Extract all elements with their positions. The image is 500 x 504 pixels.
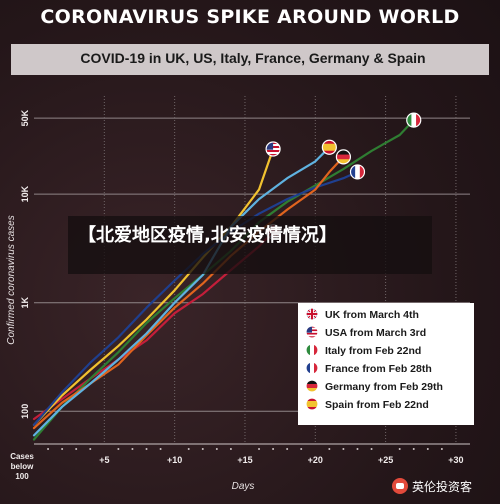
series-line-usa (32, 147, 275, 426)
france-flag-icon (349, 164, 366, 180)
y-tick-label: 1K (20, 296, 30, 308)
main-title: CORONAVIRUS SPIKE AROUND WORLD (40, 6, 460, 28)
chart-subtitle: COVID-19 in UK, US, Italy, France, Germa… (80, 50, 426, 66)
x-origin-label: Cases (10, 452, 34, 461)
x-minor-tick (286, 448, 289, 450)
legend-entry-uk: UK from March 4th (325, 309, 419, 321)
watermark-text: 英伦投资客 (412, 479, 473, 494)
italy-flag-icon (406, 112, 422, 128)
x-origin-label: 100 (15, 472, 29, 481)
x-minor-tick (229, 448, 232, 450)
germany-flag-icon (305, 379, 319, 393)
x-axis-title: Days (232, 481, 255, 492)
x-tick-label: +25 (378, 455, 393, 465)
germany-flag-icon (335, 149, 352, 165)
x-minor-tick (75, 448, 78, 450)
usa-flag-icon (265, 141, 281, 157)
legend-entry-usa: USA from March 3rd (325, 327, 426, 339)
legend-entry-spain: Spain from Feb 22nd (325, 399, 429, 411)
x-minor-tick (272, 448, 275, 450)
x-minor-tick (131, 448, 134, 450)
usa-flag-icon (305, 325, 319, 339)
x-minor-tick (187, 448, 190, 450)
legend: UK from March 4th USA from March 3rd Italy… (298, 303, 474, 425)
legend-entry-france: France from Feb 28th (325, 363, 432, 375)
caption-overlay (68, 216, 432, 274)
series-line-spain (32, 146, 331, 437)
x-tick-label: +5 (99, 455, 109, 465)
legend-entry-italy: Italy from Feb 22nd (325, 345, 421, 357)
x-minor-tick (356, 448, 359, 450)
x-minor-tick (61, 448, 64, 450)
x-origin-label: below (11, 462, 34, 471)
x-minor-tick (370, 448, 373, 450)
x-minor-tick (300, 448, 303, 450)
y-tick-label: 100 (20, 404, 30, 419)
wechat-channel-icon (392, 478, 408, 494)
x-minor-tick (426, 448, 429, 450)
x-minor-tick (89, 448, 92, 450)
x-tick-label: +15 (237, 455, 252, 465)
x-tick-label: +20 (308, 455, 323, 465)
x-minor-tick (215, 448, 218, 450)
france-flag-icon (305, 361, 319, 375)
watermark: 英伦投资客 (392, 475, 472, 497)
x-minor-tick (159, 448, 162, 450)
y-tick-label: 10K (20, 185, 30, 202)
x-minor-tick (258, 448, 261, 450)
uk-flag-icon (305, 307, 319, 321)
italy-flag-icon (305, 343, 319, 357)
y-axis-title: Confirmed coronavirus cases (6, 215, 17, 345)
x-minor-tick (342, 448, 345, 450)
x-minor-tick (398, 448, 401, 450)
x-tick-label: +10 (167, 455, 182, 465)
x-minor-tick (145, 448, 148, 450)
x-minor-tick (47, 448, 50, 450)
axes: Confirmed coronavirus cases Days 100 1K 10… (6, 109, 470, 492)
legend-box (298, 303, 474, 425)
x-minor-tick (440, 448, 443, 450)
x-minor-tick (328, 448, 331, 450)
caption-text: 【北爱地区疫情,北安疫情情况】 (78, 225, 337, 246)
spain-flag-icon (305, 397, 319, 411)
x-minor-tick (412, 448, 415, 450)
x-minor-tick (117, 448, 120, 450)
spain-flag-icon (321, 139, 337, 155)
y-tick-label: 50K (20, 109, 30, 126)
x-tick-label: +30 (448, 455, 463, 465)
x-minor-tick (201, 448, 204, 450)
subtitle-banner (11, 44, 489, 75)
legend-entry-germany: Germany from Feb 29th (325, 381, 443, 393)
